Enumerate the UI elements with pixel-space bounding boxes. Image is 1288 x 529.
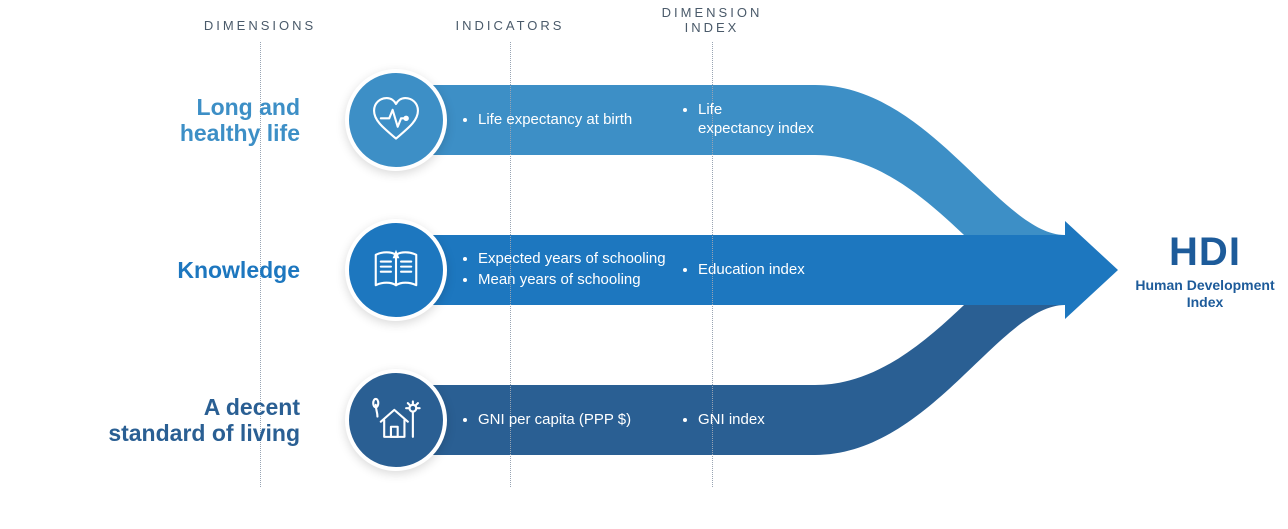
header-dimensions: DIMENSIONS <box>170 18 350 33</box>
dimension-index-living: GNI index <box>680 385 878 455</box>
indicators-knowledge: Expected years of schoolingMean years of… <box>460 235 688 305</box>
dimension-label-living: A decentstandard of living <box>40 394 300 447</box>
dimension-label-health: Long andhealthy life <box>40 94 300 147</box>
header-dimension-index: DIMENSIONINDEX <box>622 5 802 35</box>
hdi-subtitle: Human DevelopmentIndex <box>1130 277 1280 311</box>
header-indicators: INDICATORS <box>420 18 600 33</box>
indicators-health: Life expectancy at birth <box>460 85 688 155</box>
heartbeat-icon <box>345 69 447 171</box>
dimension-index-health: Lifeexpectancy index <box>680 85 878 155</box>
house-icon <box>345 369 447 471</box>
dimension-index-knowledge: Education index <box>680 235 878 305</box>
book-icon <box>345 219 447 321</box>
dimension-label-knowledge: Knowledge <box>40 257 300 283</box>
indicators-living: GNI per capita (PPP $) <box>460 385 688 455</box>
hdi-result: HDIHuman DevelopmentIndex <box>1130 230 1280 311</box>
hdi-title: HDI <box>1130 230 1280 275</box>
